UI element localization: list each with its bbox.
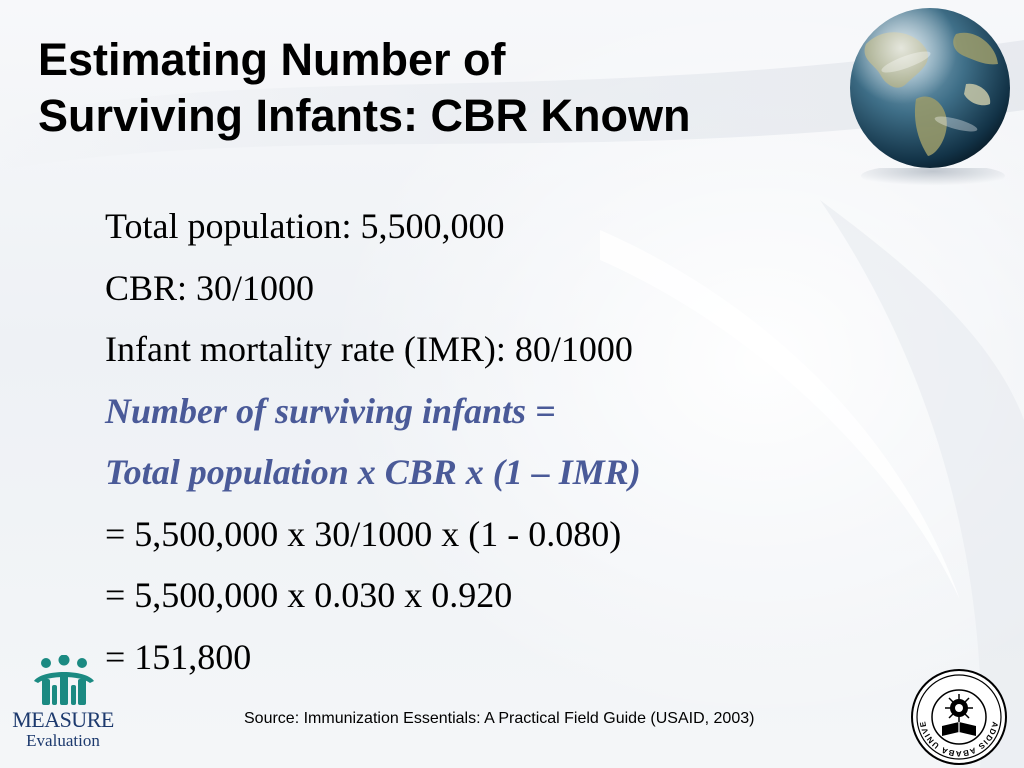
university-seal-icon: ADDIS ABABA UNIVERSITY bbox=[910, 668, 1007, 765]
globe-icon bbox=[850, 8, 1010, 168]
globe-reflection bbox=[861, 168, 1005, 188]
line-substitution: = 5,500,000 x 30/1000 x (1 - 0.080) bbox=[105, 513, 622, 554]
logo-word-measure: MEASURE bbox=[12, 707, 114, 732]
source-citation: Source: Immunization Essentials: A Pract… bbox=[244, 710, 755, 727]
slide-title-line-1: Estimating Number of bbox=[38, 34, 506, 85]
slide-title-line-2: Surviving Infants: CBR Known bbox=[38, 90, 691, 141]
line-formula: Total population x CBR x (1 – IMR) bbox=[105, 452, 641, 492]
line-result: = 151,800 bbox=[105, 636, 252, 677]
slide-title: Estimating Number of Surviving Infants: … bbox=[38, 32, 691, 144]
line-total-population: Total population: 5,500,000 bbox=[105, 206, 505, 246]
measure-evaluation-logo: MEASURE Evaluation bbox=[8, 655, 118, 760]
line-formula-label: Number of surviving infants = bbox=[105, 390, 556, 431]
measure-people-icon bbox=[34, 655, 94, 705]
line-simplified: = 5,500,000 x 0.030 x 0.920 bbox=[105, 575, 513, 615]
line-cbr: CBR: 30/1000 bbox=[105, 267, 315, 308]
logo-word-evaluation: Evaluation bbox=[26, 731, 100, 750]
formula-lines: Total population: 5,500,000 CBR: 30/1000… bbox=[105, 196, 641, 688]
line-imr: Infant mortality rate (IMR): 80/1000 bbox=[105, 329, 633, 369]
